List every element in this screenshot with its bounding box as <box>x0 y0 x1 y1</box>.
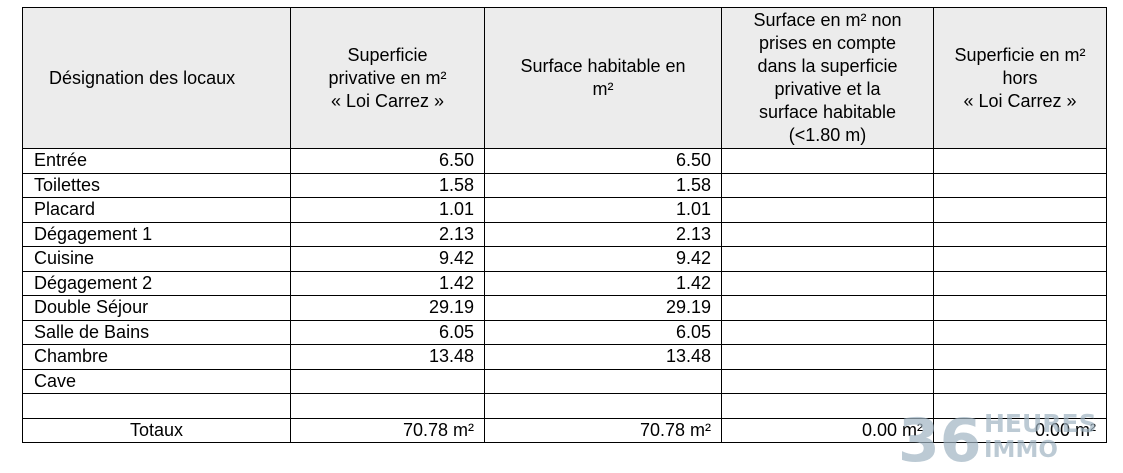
table-row: Placard 1.01 1.01 <box>22 197 1107 223</box>
habitable-value: 9.42 <box>484 246 722 272</box>
non-prises-value <box>721 197 934 223</box>
carrez-value: 2.13 <box>290 221 485 247</box>
hors-carrez-value <box>933 270 1107 296</box>
non-prises-value <box>721 319 934 345</box>
hors-carrez-value <box>933 221 1107 247</box>
table-row: Entrée 6.50 6.50 <box>22 148 1107 174</box>
table-row-empty <box>22 393 1107 419</box>
room-name: Double Séjour <box>22 295 291 321</box>
habitable-value: 1.58 <box>484 172 722 198</box>
room-name: Dégagement 2 <box>22 270 291 296</box>
carrez-value <box>290 368 485 394</box>
habitable-value: 13.48 <box>484 344 722 370</box>
non-prises-value <box>721 368 934 394</box>
non-prises-value <box>721 172 934 198</box>
hors-carrez-value <box>933 148 1107 174</box>
room-name: Toilettes <box>22 172 291 198</box>
carrez-value: 9.42 <box>290 246 485 272</box>
room-name: Cuisine <box>22 246 291 272</box>
habitable-value: 1.01 <box>484 197 722 223</box>
habitable-value: 29.19 <box>484 295 722 321</box>
total-habitable: 70.78 m² <box>484 417 722 443</box>
habitable-value <box>484 368 722 394</box>
non-prises-value <box>721 295 934 321</box>
table-row: Cave <box>22 368 1107 394</box>
header-carrez: Superficie privative en m² « Loi Carrez … <box>290 7 485 149</box>
totals-label: Totaux <box>22 417 291 443</box>
room-name: Entrée <box>22 148 291 174</box>
non-prises-value <box>721 344 934 370</box>
header-designation: Désignation des locaux <box>22 7 291 149</box>
table-row: Dégagement 2 1.42 1.42 <box>22 270 1107 296</box>
room-name <box>22 393 291 419</box>
table-header-row: Désignation des locaux Superficie privat… <box>22 7 1107 149</box>
hors-carrez-value <box>933 344 1107 370</box>
hors-carrez-value <box>933 319 1107 345</box>
non-prises-value <box>721 246 934 272</box>
habitable-value: 2.13 <box>484 221 722 247</box>
habitable-value: 1.42 <box>484 270 722 296</box>
carrez-value: 6.05 <box>290 319 485 345</box>
hors-carrez-value <box>933 197 1107 223</box>
carrez-value: 1.58 <box>290 172 485 198</box>
table-row: Dégagement 1 2.13 2.13 <box>22 221 1107 247</box>
total-non-prises: 0.00 m² <box>721 417 934 443</box>
total-hors-carrez: 0.00 m² <box>933 417 1107 443</box>
non-prises-value <box>721 270 934 296</box>
table-row: Salle de Bains 6.05 6.05 <box>22 319 1107 345</box>
hors-carrez-value <box>933 246 1107 272</box>
non-prises-value <box>721 148 934 174</box>
header-habitable: Surface habitable en m² <box>484 7 722 149</box>
room-name: Dégagement 1 <box>22 221 291 247</box>
header-non-prises: Surface en m² non prises en compte dans … <box>721 7 934 149</box>
table-row: Chambre 13.48 13.48 <box>22 344 1107 370</box>
header-hors-carrez: Superficie en m² hors « Loi Carrez » <box>933 7 1107 149</box>
table-row: Toilettes 1.58 1.58 <box>22 172 1107 198</box>
room-name: Placard <box>22 197 291 223</box>
hors-carrez-value <box>933 172 1107 198</box>
hors-carrez-value <box>933 368 1107 394</box>
room-name: Chambre <box>22 344 291 370</box>
total-carrez: 70.78 m² <box>290 417 485 443</box>
habitable-value: 6.05 <box>484 319 722 345</box>
carrez-value: 6.50 <box>290 148 485 174</box>
hors-carrez-value <box>933 393 1107 419</box>
hors-carrez-value <box>933 295 1107 321</box>
table-row: Cuisine 9.42 9.42 <box>22 246 1107 272</box>
room-name: Salle de Bains <box>22 319 291 345</box>
carrez-value: 13.48 <box>290 344 485 370</box>
non-prises-value <box>721 393 934 419</box>
surface-table: Désignation des locaux Superficie privat… <box>22 7 1107 443</box>
carrez-value: 29.19 <box>290 295 485 321</box>
habitable-value <box>484 393 722 419</box>
carrez-value: 1.42 <box>290 270 485 296</box>
totals-row: Totaux 70.78 m² 70.78 m² 0.00 m² 0.00 m² <box>22 417 1107 443</box>
carrez-value <box>290 393 485 419</box>
table-row: Double Séjour 29.19 29.19 <box>22 295 1107 321</box>
room-name: Cave <box>22 368 291 394</box>
non-prises-value <box>721 221 934 247</box>
carrez-value: 1.01 <box>290 197 485 223</box>
habitable-value: 6.50 <box>484 148 722 174</box>
